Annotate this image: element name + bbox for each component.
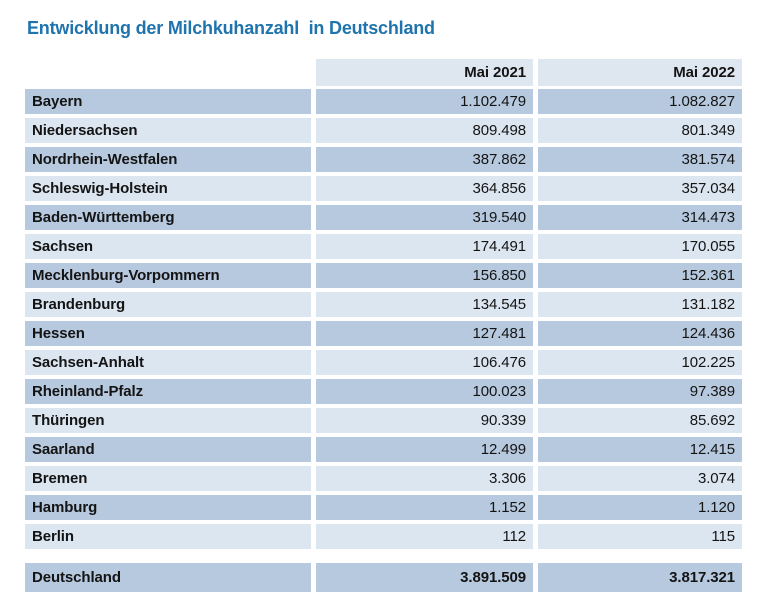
row-value-mai-2021: 90.339	[316, 408, 533, 433]
table-row: Hamburg 1.152 1.120	[25, 495, 742, 520]
row-label: Hamburg	[25, 495, 311, 520]
row-value-mai-2022: 97.389	[538, 379, 742, 404]
table-row: Brandenburg 134.545 131.182	[25, 292, 742, 317]
table-row: Hessen 127.481 124.436	[25, 321, 742, 346]
row-label: Schleswig-Holstein	[25, 176, 311, 201]
row-label: Baden-Württemberg	[25, 205, 311, 230]
row-value-mai-2022: 12.415	[538, 437, 742, 462]
table-body: Bayern 1.102.479 1.082.827 Niedersachsen 809…	[25, 89, 742, 549]
row-value-mai-2021: 364.856	[316, 176, 533, 201]
row-value-mai-2021: 1.152	[316, 495, 533, 520]
row-value-mai-2021: 319.540	[316, 205, 533, 230]
row-value-mai-2021: 12.499	[316, 437, 533, 462]
table-row: Bremen 3.306 3.074	[25, 466, 742, 491]
row-value-mai-2022: 115	[538, 524, 742, 549]
table-row: Mecklenburg-Vorpommern 156.850 152.361	[25, 263, 742, 288]
table-total-row: Deutschland 3.891.509 3.817.321	[25, 563, 742, 592]
table-row: Thüringen 90.339 85.692	[25, 408, 742, 433]
row-value-mai-2022: 1.120	[538, 495, 742, 520]
page-title: Entwicklung der Milchkuhanzahl in Deutsc…	[27, 18, 435, 38]
row-label: Sachsen-Anhalt	[25, 350, 311, 375]
row-value-mai-2021: 112	[316, 524, 533, 549]
row-value-mai-2022: 152.361	[538, 263, 742, 288]
row-value-mai-2022: 131.182	[538, 292, 742, 317]
row-value-mai-2022: 357.034	[538, 176, 742, 201]
row-value-mai-2021: 100.023	[316, 379, 533, 404]
row-value-mai-2021: 3.306	[316, 466, 533, 491]
row-value-mai-2021: 174.491	[316, 234, 533, 259]
table-row: Sachsen-Anhalt 106.476 102.225	[25, 350, 742, 375]
header-mai-2022: Mai 2022	[538, 59, 742, 86]
table-row: Nordrhein-Westfalen 387.862 381.574	[25, 147, 742, 172]
row-label: Rheinland-Pfalz	[25, 379, 311, 404]
milk-cow-table: Mai 2021 Mai 2022 Bayern 1.102.479 1.082.8…	[25, 59, 742, 592]
row-label: Nordrhein-Westfalen	[25, 147, 311, 172]
table-row: Berlin 112 115	[25, 524, 742, 549]
table-row: Bayern 1.102.479 1.082.827	[25, 89, 742, 114]
row-value-mai-2022: 85.692	[538, 408, 742, 433]
total-value-mai-2022: 3.817.321	[538, 563, 742, 592]
total-value-mai-2021: 3.891.509	[316, 563, 533, 592]
row-value-mai-2022: 102.225	[538, 350, 742, 375]
row-value-mai-2022: 170.055	[538, 234, 742, 259]
row-value-mai-2021: 1.102.479	[316, 89, 533, 114]
row-label: Bremen	[25, 466, 311, 491]
table-header-row: Mai 2021 Mai 2022	[25, 59, 742, 86]
row-label: Thüringen	[25, 408, 311, 433]
row-label: Bayern	[25, 89, 311, 114]
table-row: Saarland 12.499 12.415	[25, 437, 742, 462]
row-value-mai-2021: 156.850	[316, 263, 533, 288]
row-label: Hessen	[25, 321, 311, 346]
row-value-mai-2021: 134.545	[316, 292, 533, 317]
row-value-mai-2022: 3.074	[538, 466, 742, 491]
row-value-mai-2021: 387.862	[316, 147, 533, 172]
table-row: Niedersachsen 809.498 801.349	[25, 118, 742, 143]
row-value-mai-2021: 809.498	[316, 118, 533, 143]
row-value-mai-2022: 1.082.827	[538, 89, 742, 114]
row-label: Berlin	[25, 524, 311, 549]
row-value-mai-2022: 314.473	[538, 205, 742, 230]
row-value-mai-2022: 381.574	[538, 147, 742, 172]
row-label: Brandenburg	[25, 292, 311, 317]
header-mai-2021: Mai 2021	[316, 59, 533, 86]
row-value-mai-2021: 127.481	[316, 321, 533, 346]
row-value-mai-2022: 801.349	[538, 118, 742, 143]
row-label: Niedersachsen	[25, 118, 311, 143]
row-value-mai-2021: 106.476	[316, 350, 533, 375]
table-row: Sachsen 174.491 170.055	[25, 234, 742, 259]
row-value-mai-2022: 124.436	[538, 321, 742, 346]
row-label: Saarland	[25, 437, 311, 462]
total-label: Deutschland	[25, 563, 311, 592]
header-empty-cell	[25, 59, 311, 86]
table-row: Baden-Württemberg 319.540 314.473	[25, 205, 742, 230]
table-row: Rheinland-Pfalz 100.023 97.389	[25, 379, 742, 404]
table-row: Schleswig-Holstein 364.856 357.034	[25, 176, 742, 201]
row-label: Sachsen	[25, 234, 311, 259]
row-label: Mecklenburg-Vorpommern	[25, 263, 311, 288]
table-gap	[25, 553, 742, 563]
